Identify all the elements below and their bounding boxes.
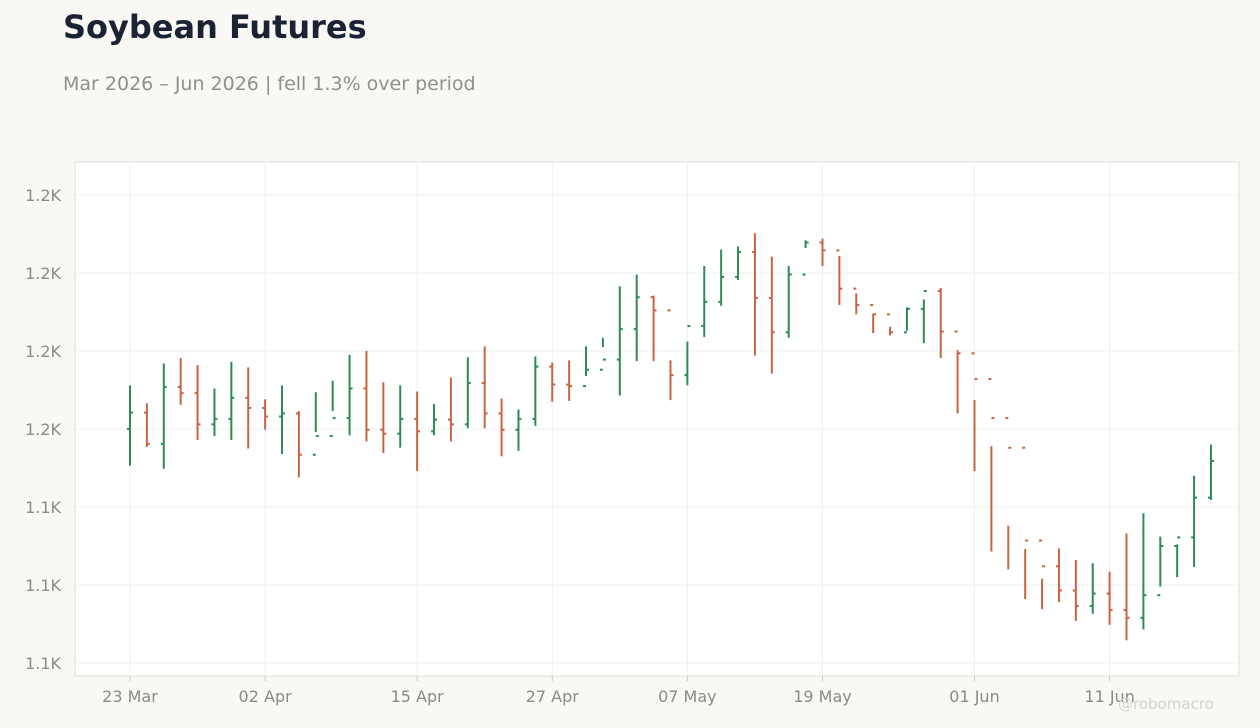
ohlc-bar — [954, 330, 961, 414]
ohlc-bar — [1123, 533, 1130, 641]
ohlc-bar — [853, 287, 860, 315]
ohlc-bar — [937, 287, 944, 359]
ohlc-bar — [1140, 513, 1147, 630]
ohlc-bar — [870, 303, 877, 334]
ohlc-bar — [481, 346, 488, 429]
ohlc-bar — [836, 249, 843, 305]
ohlc-bar — [785, 265, 792, 338]
x-tick-label: 23 Mar — [102, 687, 158, 706]
ohlc-bar — [583, 346, 590, 388]
ohlc-bar — [1055, 548, 1062, 603]
ohlc-bar — [549, 362, 556, 402]
ohlc-bar — [295, 411, 302, 478]
ohlc-bar — [1174, 536, 1181, 578]
ohlc-bar — [363, 351, 370, 442]
ohlc-bar — [1207, 444, 1214, 500]
y-tick-label: 1.1K — [25, 498, 61, 517]
ohlc-bar — [312, 392, 319, 456]
ohlc-bar — [431, 404, 438, 436]
ohlc-bar — [279, 385, 286, 454]
ohlc-bar — [414, 391, 421, 472]
x-tick-label: 11 Jun — [1084, 687, 1134, 706]
ohlc-bar — [329, 380, 336, 438]
y-tick-label: 1.1K — [25, 576, 61, 595]
ohlc-bar — [228, 361, 235, 440]
ohlc-bar — [127, 385, 133, 466]
chart-subtitle: Mar 2026 – Jun 2026 | fell 1.3% over per… — [63, 73, 476, 95]
ohlc-bar — [988, 378, 995, 552]
ohlc-bar — [1005, 417, 1012, 570]
y-tick-label: 1.2K — [25, 186, 61, 205]
ohlc-bar — [633, 274, 640, 362]
ohlc-bar — [1157, 536, 1164, 597]
x-tick-label: 27 Apr — [526, 687, 580, 706]
ohlc-bar — [718, 249, 725, 306]
ohlc-bar — [245, 367, 252, 449]
ohlc-bar — [143, 403, 150, 447]
y-tick-label: 1.2K — [25, 342, 61, 361]
ohlc-bar — [887, 313, 894, 336]
x-tick-label: 01 Jun — [949, 687, 999, 706]
x-tick-label: 07 May — [658, 687, 717, 706]
ohlc-bar — [650, 295, 657, 362]
y-tick-label: 1.1K — [25, 654, 61, 673]
ohlc-bar — [566, 360, 573, 401]
ohlc-bar — [262, 399, 269, 430]
plot-area — [74, 161, 1240, 677]
ohlc-bar — [498, 398, 505, 457]
ohlc-bar — [971, 352, 978, 472]
ohlc-bar — [684, 325, 691, 386]
ohlc-bar — [177, 358, 184, 405]
ohlc-bar — [903, 307, 910, 334]
x-tick-label: 19 May — [793, 687, 852, 706]
ohlc-bar — [1039, 539, 1046, 610]
chart-title: Soybean Futures — [63, 8, 367, 46]
ohlc-bar — [1106, 571, 1113, 625]
ohlc-bar — [1072, 560, 1079, 621]
ohlc-bar — [447, 377, 454, 442]
ohlc-bar — [667, 309, 674, 401]
ohlc-bar — [701, 265, 708, 337]
ohlc-bar — [920, 289, 927, 344]
ohlc-bar — [464, 357, 471, 429]
ohlc-bar — [599, 337, 606, 371]
ohlc-bar — [397, 385, 404, 448]
ohlc-bar — [751, 233, 758, 356]
y-tick-label: 1.2K — [25, 264, 61, 283]
ohlc-bar — [819, 238, 826, 266]
ohlc-bar — [380, 382, 387, 454]
ohlc-bar — [768, 256, 775, 374]
x-tick-label: 02 Apr — [239, 687, 293, 706]
ohlc-bar — [211, 388, 218, 437]
ohlc-bar — [346, 354, 353, 436]
ohlc-bar — [1089, 563, 1096, 614]
ohlc-bar — [735, 246, 742, 281]
ohlc-bar — [1191, 475, 1198, 568]
ohlc-bar — [802, 240, 809, 276]
ohlc-bar — [616, 286, 623, 396]
ohlc-bar — [194, 365, 201, 440]
ohlc-bar — [160, 363, 167, 469]
ohlc-series — [127, 233, 1214, 641]
watermark: @robomacro — [1118, 695, 1214, 713]
ohlc-bar — [532, 356, 539, 426]
ohlc-bar — [1022, 446, 1029, 600]
x-tick-label: 15 Apr — [391, 687, 445, 706]
y-tick-label: 1.2K — [25, 420, 61, 439]
ohlc-bar — [515, 409, 522, 451]
